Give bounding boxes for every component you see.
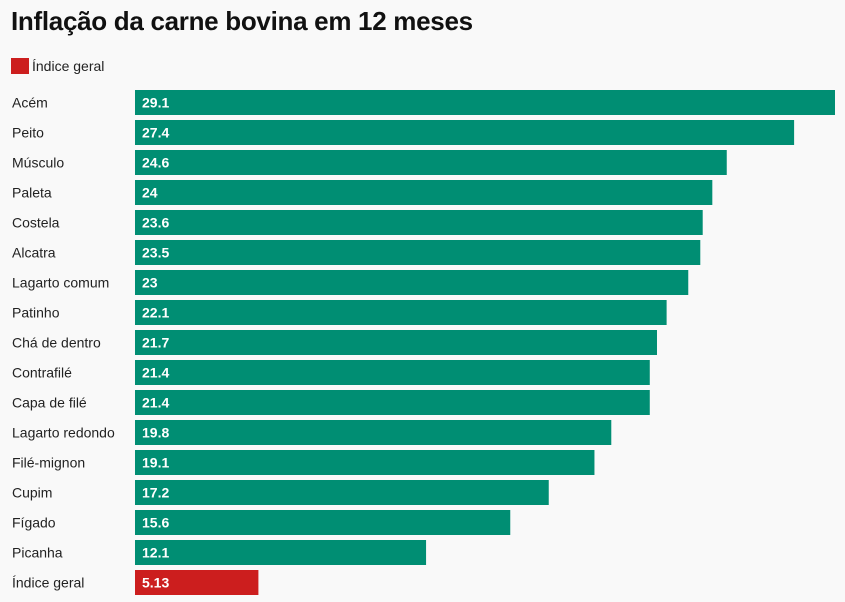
category-label-costela: Costela [12, 215, 60, 231]
value-label-musculo: 24.6 [142, 155, 169, 171]
category-label-alcatra: Alcatra [12, 245, 56, 261]
value-label-lagarto-redondo: 19.8 [142, 425, 169, 441]
bar-patinho [135, 300, 667, 325]
chart-title: Inflação da carne bovina em 12 meses [11, 6, 473, 36]
value-label-alcatra: 23.5 [142, 245, 169, 261]
bar-acem [135, 90, 835, 115]
bar-cupim [135, 480, 549, 505]
value-label-peito: 27.4 [142, 125, 169, 141]
bar-musculo [135, 150, 727, 175]
category-label-patinho: Patinho [12, 305, 60, 321]
bar-capa-de-file [135, 390, 650, 415]
value-label-indice-geral: 5.13 [142, 575, 169, 591]
category-label-acem: Acém [12, 95, 48, 111]
value-label-capa-de-file: 21.4 [142, 395, 169, 411]
value-label-costela: 23.6 [142, 215, 169, 231]
category-label-indice-geral: Índice geral [12, 575, 84, 591]
value-label-cha-de-dentro: 21.7 [142, 335, 169, 351]
bar-peito [135, 120, 795, 145]
category-label-peito: Peito [12, 125, 44, 141]
category-label-capa-de-file: Capa de filé [12, 395, 87, 411]
bar-contrafile [135, 360, 650, 385]
bar-figado [135, 510, 511, 535]
category-label-lagarto-comum: Lagarto comum [12, 275, 109, 291]
legend: Índice geral [11, 57, 104, 75]
value-label-lagarto-comum: 23 [142, 275, 158, 291]
value-label-contrafile: 21.4 [142, 365, 169, 381]
bar-lagarto-redondo [135, 420, 612, 445]
bar-picanha [135, 540, 427, 565]
bar-costela [135, 210, 703, 235]
value-label-cupim: 17.2 [142, 485, 169, 501]
value-label-acem: 29.1 [142, 95, 169, 111]
category-label-picanha: Picanha [12, 545, 63, 561]
category-label-contrafile: Contrafilé [12, 365, 72, 381]
value-label-picanha: 12.1 [142, 545, 169, 561]
value-label-file-mignon: 19.1 [142, 455, 169, 471]
category-label-cha-de-dentro: Chá de dentro [12, 335, 101, 351]
category-label-file-mignon: Filé-mignon [12, 455, 85, 471]
legend-swatch-indice-geral [11, 58, 29, 74]
bar-indice-geral [135, 570, 259, 595]
category-label-cupim: Cupim [12, 485, 52, 501]
value-label-paleta: 24 [142, 185, 158, 201]
bar-lagarto-comum [135, 270, 689, 295]
category-label-paleta: Paleta [12, 185, 52, 201]
bar-paleta [135, 180, 713, 205]
legend-label-indice-geral: Índice geral [32, 58, 105, 74]
value-label-patinho: 22.1 [142, 305, 169, 321]
category-label-musculo: Músculo [12, 155, 64, 171]
value-label-figado: 15.6 [142, 515, 169, 531]
category-label-lagarto-redondo: Lagarto redondo [12, 425, 115, 441]
category-label-figado: Fígado [12, 515, 56, 531]
bar-alcatra [135, 240, 701, 265]
bar-cha-de-dentro [135, 330, 657, 355]
bar-file-mignon [135, 450, 595, 475]
